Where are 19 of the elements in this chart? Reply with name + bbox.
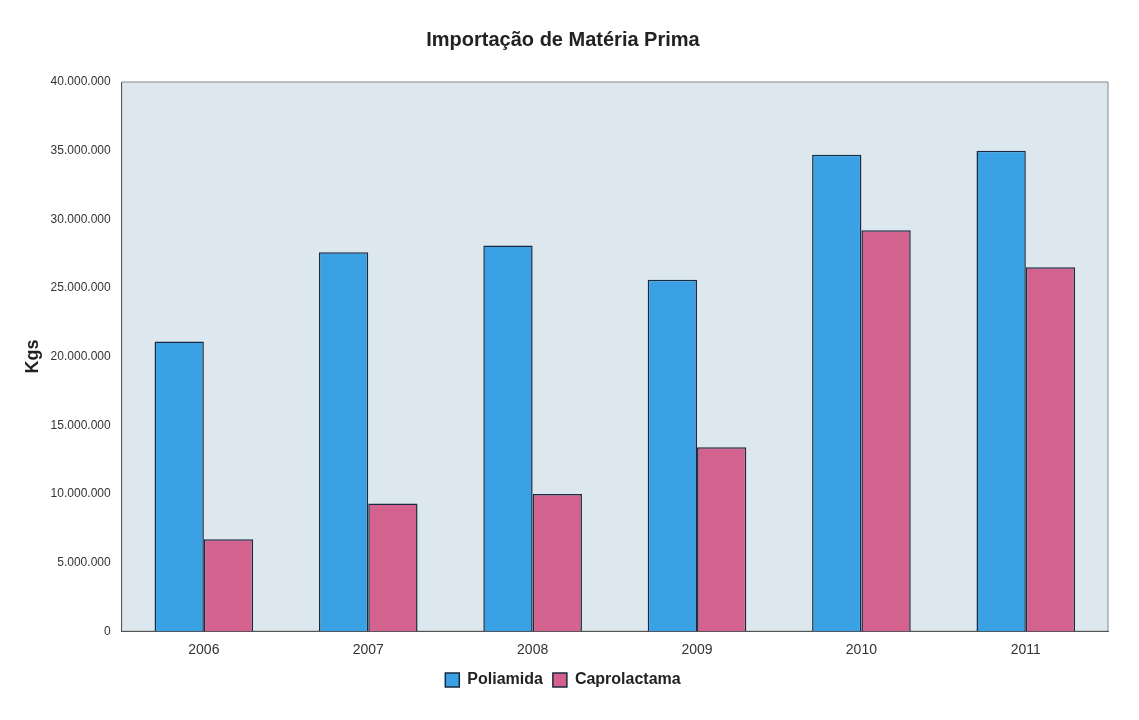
y-tick-label: 40.000.000 — [50, 74, 111, 89]
x-tick-label: 2007 — [352, 641, 385, 658]
y-tick-label: 5.000.000 — [57, 554, 111, 569]
y-tick-label: 20.000.000 — [50, 348, 111, 363]
y-tick-label: 35.000.000 — [50, 142, 111, 157]
y-tick-label: 25.000.000 — [50, 280, 111, 295]
y-axis-title: Kgs — [21, 339, 42, 374]
y-tick-label: 30.000.000 — [50, 211, 111, 226]
legend-label: Caprolactama — [574, 670, 681, 688]
x-tick-label: 2009 — [681, 641, 713, 658]
y-tick-label: 0 — [103, 623, 111, 638]
y-tick-label: 15.000.000 — [50, 417, 111, 432]
x-tick-label: 2006 — [188, 641, 220, 658]
chart-title: Importação de Matéria Prima — [426, 27, 701, 50]
y-tick-label: 10.000.000 — [50, 486, 111, 501]
x-tick-label: 2010 — [845, 641, 878, 658]
x-tick-label: 2008 — [517, 641, 549, 658]
x-tick-label: 2011 — [1010, 641, 1042, 658]
legend-label: Poliamida — [467, 670, 543, 688]
